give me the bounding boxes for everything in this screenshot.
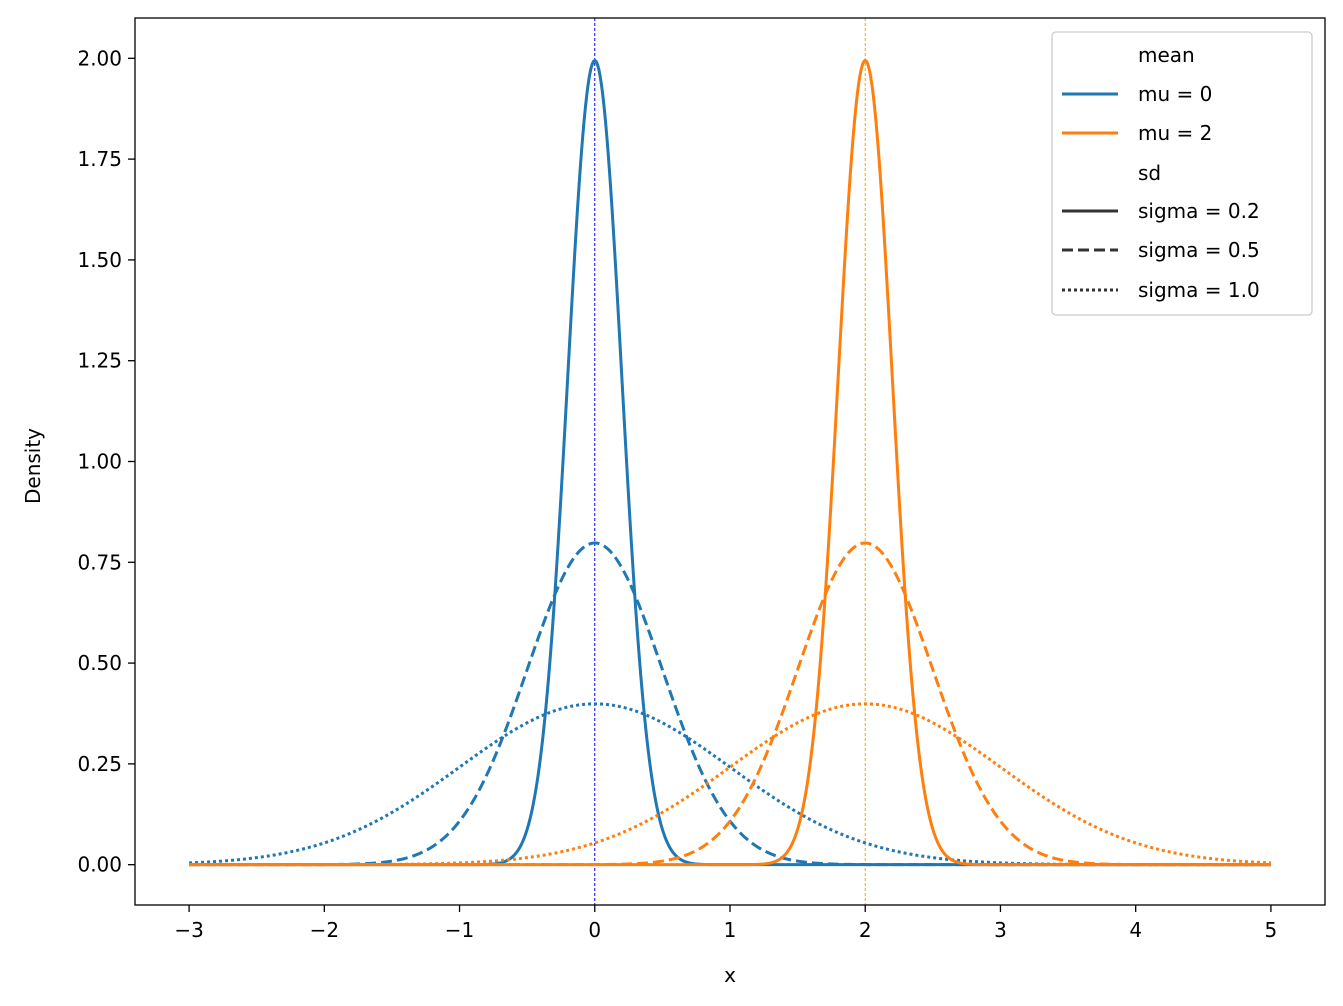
y-tick-label: 0.25 xyxy=(77,752,122,776)
x-tick-label: −1 xyxy=(445,918,474,942)
density-curve-mu-2-sigma-1 xyxy=(188,702,1272,867)
density-curve-mu-0-sigma-0-5 xyxy=(188,541,1272,867)
density-curve-mu-0-sigma-1 xyxy=(188,702,1272,867)
y-tick-label: 1.00 xyxy=(77,450,122,474)
y-tick-label: 0.50 xyxy=(77,651,122,675)
x-axis-label: x xyxy=(724,963,736,987)
legend-title-sd: sd xyxy=(1138,161,1161,185)
y-tick-label: 0.75 xyxy=(77,550,122,574)
legend-box xyxy=(1051,31,1313,316)
y-axis-ticks: 0.00 0.25 0.50 0.75 1.00 1.25 1.50 1.75 2.00 xyxy=(77,46,135,877)
y-tick-label: 1.75 xyxy=(77,147,122,171)
legend-label-sigma-1-0: sigma = 1.0 xyxy=(1138,278,1260,302)
x-tick-label: 2 xyxy=(859,918,872,942)
x-tick-label: −3 xyxy=(174,918,203,942)
x-tick-label: 5 xyxy=(1265,918,1278,942)
x-tick-label: 4 xyxy=(1129,918,1142,942)
y-tick-label: 2.00 xyxy=(77,46,122,70)
legend-title-mean: mean xyxy=(1138,43,1195,67)
legend-label-sigma-0-5: sigma = 0.5 xyxy=(1138,238,1260,262)
x-tick-label: −2 xyxy=(310,918,339,942)
legend-label-mu-2: mu = 2 xyxy=(1138,121,1212,145)
x-tick-label: 3 xyxy=(994,918,1007,942)
legend-label-mu-0: mu = 0 xyxy=(1138,82,1212,106)
x-tick-label: 1 xyxy=(724,918,737,942)
density-curve-mu-2-sigma-0-5 xyxy=(188,541,1272,867)
y-tick-label: 1.25 xyxy=(77,349,122,373)
legend: mean mu = 0 mu = 2 sd sigma = 0.2 sigma … xyxy=(1051,31,1313,316)
y-axis-label: Density xyxy=(21,428,45,504)
plot-area xyxy=(188,18,1272,905)
x-axis-ticks: −3 −2 −1 0 1 2 3 4 5 xyxy=(174,905,1277,942)
x-tick-label: 0 xyxy=(588,918,601,942)
y-tick-label: 0.00 xyxy=(77,853,122,877)
legend-label-sigma-0-2: sigma = 0.2 xyxy=(1138,199,1260,223)
y-tick-label: 1.50 xyxy=(77,248,122,272)
